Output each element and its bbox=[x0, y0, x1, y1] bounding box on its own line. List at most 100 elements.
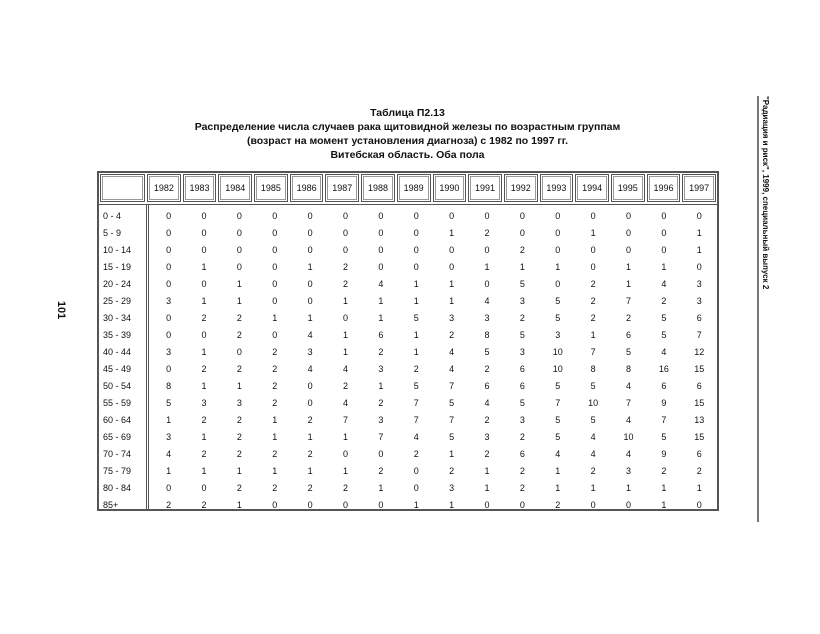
table-cell: 5 bbox=[519, 397, 525, 408]
table-cell: 7 bbox=[626, 295, 632, 306]
table-cell: 1 bbox=[413, 499, 419, 510]
table-cell: 0 bbox=[343, 499, 349, 510]
table-header-row: 1982 1983 1984 1985 1986 1987 1988 1989 1990 1991… bbox=[99, 173, 717, 203]
table-cell: 0 bbox=[449, 244, 455, 255]
table-cell: 2 bbox=[661, 295, 667, 306]
table-cell: 0 bbox=[661, 227, 667, 238]
table-cell: 2 bbox=[413, 448, 419, 459]
table-cell: 2 bbox=[236, 329, 242, 340]
table-cell: 1 bbox=[343, 465, 349, 476]
table-cell: 0 bbox=[201, 227, 207, 238]
table-cell: 3 bbox=[166, 431, 172, 442]
column-header: 1986 bbox=[289, 174, 324, 202]
table-cell: 4 bbox=[449, 363, 455, 374]
table-cell: 5 bbox=[555, 312, 561, 323]
table-cell: 0 bbox=[166, 210, 172, 221]
table-cell: 10 bbox=[552, 346, 563, 357]
table-cell: 0 bbox=[201, 278, 207, 289]
table-cell: 0 bbox=[696, 261, 702, 272]
table-cell: 0 bbox=[413, 261, 419, 272]
table-cell: 0 bbox=[166, 329, 172, 340]
table-cell: 4 bbox=[307, 363, 313, 374]
table-cell: 1 bbox=[307, 312, 313, 323]
table-cell: 0 bbox=[201, 482, 207, 493]
table-cell: 2 bbox=[343, 278, 349, 289]
column-header: 1995 bbox=[610, 174, 645, 202]
table-cell: 0 bbox=[272, 499, 278, 510]
table-cell: 3 bbox=[236, 397, 242, 408]
table-caption-line: Витебская область. Оба пола bbox=[330, 149, 485, 161]
table-cell: 1 bbox=[590, 329, 596, 340]
table-cell: 0 bbox=[272, 227, 278, 238]
table-cell: 1 bbox=[413, 329, 419, 340]
table-cell: 1 bbox=[201, 431, 207, 442]
table-cell: 0 bbox=[166, 312, 172, 323]
table-cell: 0 bbox=[626, 210, 632, 221]
table-cell: 6 bbox=[626, 329, 632, 340]
table-row: 10 - 14 0 0 0 0 0 0 0 0 0 0 2 0 0 0 0 1 bbox=[99, 241, 717, 258]
table-cell: 1 bbox=[236, 295, 242, 306]
column-header: 1997 bbox=[682, 174, 716, 202]
table-cell: 2 bbox=[519, 312, 525, 323]
table-row: 75 - 79 1 1 1 1 1 1 2 0 2 1 2 1 2 3 2 2 bbox=[99, 462, 717, 479]
table-cell: 6 bbox=[519, 448, 525, 459]
table-cell: 1 bbox=[343, 431, 349, 442]
table-cell: 3 bbox=[166, 346, 172, 357]
column-header: 1984 bbox=[218, 174, 253, 202]
table-cell: 1 bbox=[484, 261, 490, 272]
table-cell: 0 bbox=[307, 278, 313, 289]
table-row: 5 - 9 0 0 0 0 0 0 0 0 1 2 0 0 1 0 0 1 bbox=[99, 224, 717, 241]
table-cell: 4 bbox=[449, 346, 455, 357]
table-number: Таблица П2.13 bbox=[370, 107, 445, 119]
table-title: Таблица П2.13 Распределение числа случае… bbox=[95, 106, 720, 162]
table-cell: 0 bbox=[343, 244, 349, 255]
table-cell: 1 bbox=[696, 482, 702, 493]
table-cell: 0 bbox=[378, 227, 384, 238]
table-cell: 8 bbox=[626, 363, 632, 374]
table-cell: 0 bbox=[555, 278, 561, 289]
table-cell: 2 bbox=[236, 414, 242, 425]
table-cell: 3 bbox=[626, 465, 632, 476]
table-cell: 0 bbox=[590, 261, 596, 272]
table-cell: 0 bbox=[307, 380, 313, 391]
table-cell: 3 bbox=[449, 482, 455, 493]
table-cell: 3 bbox=[519, 295, 525, 306]
table-cell: 4 bbox=[626, 414, 632, 425]
table-cell: 3 bbox=[484, 312, 490, 323]
table-cell: 0 bbox=[201, 244, 207, 255]
table-cell: 1 bbox=[378, 312, 384, 323]
column-header: 1985 bbox=[254, 174, 288, 202]
table-cell: 2 bbox=[272, 397, 278, 408]
table-cell: 4 bbox=[661, 346, 667, 357]
table-cell: 0 bbox=[590, 210, 596, 221]
table-cell: 0 bbox=[696, 210, 702, 221]
table-cell: 0 bbox=[236, 346, 242, 357]
table-cell: 5 bbox=[626, 346, 632, 357]
table-row: 30 - 34 0 2 2 1 1 0 1 5 3 3 2 5 2 2 5 6 bbox=[99, 309, 717, 326]
table-cell: 3 bbox=[519, 346, 525, 357]
table-cell: 1 bbox=[449, 499, 455, 510]
table-cell: 2 bbox=[201, 499, 207, 510]
table-cell: 7 bbox=[413, 397, 419, 408]
table-cell: 0 bbox=[272, 210, 278, 221]
table-cell: 1 bbox=[626, 278, 632, 289]
table-cell: 1 bbox=[413, 278, 419, 289]
table-cell: 0 bbox=[555, 244, 561, 255]
table-cell: 0 bbox=[378, 244, 384, 255]
table-cell: 4 bbox=[626, 448, 632, 459]
table-cell: 8 bbox=[166, 380, 172, 391]
table-cell: 2 bbox=[201, 363, 207, 374]
table-row: 65 - 69 3 1 2 1 1 1 7 4 5 3 2 5 4 10 5 15 bbox=[99, 428, 717, 445]
table-cell: 5 bbox=[555, 295, 561, 306]
table-cell: 1 bbox=[236, 380, 242, 391]
table-cell: 1 bbox=[166, 465, 172, 476]
table-cell: 1 bbox=[378, 295, 384, 306]
table-cell: 3 bbox=[519, 414, 525, 425]
table-cell: 2 bbox=[272, 448, 278, 459]
table-cell: 1 bbox=[590, 227, 596, 238]
table-cell: 2 bbox=[201, 312, 207, 323]
table-cell: 0 bbox=[166, 227, 172, 238]
table-cell: 0 bbox=[378, 261, 384, 272]
table-caption-line: Распределение числа случаев рака щитовид… bbox=[194, 121, 621, 133]
